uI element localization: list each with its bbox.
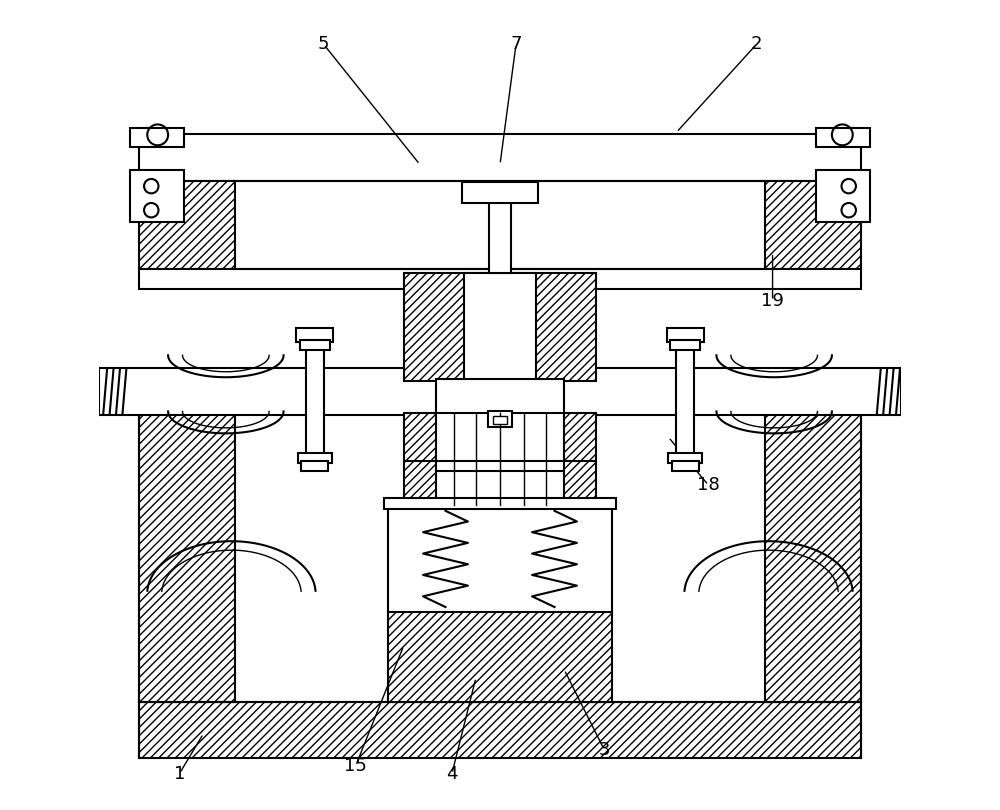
Bar xyxy=(298,453,332,463)
Bar xyxy=(139,701,861,757)
Bar xyxy=(816,128,870,147)
Bar xyxy=(489,201,511,273)
Bar xyxy=(139,381,235,701)
Bar xyxy=(130,128,184,147)
Bar xyxy=(404,273,596,381)
Bar xyxy=(139,381,861,405)
Bar xyxy=(668,453,702,463)
Bar xyxy=(384,498,616,509)
Bar xyxy=(301,461,328,471)
Bar xyxy=(672,461,699,471)
Text: 15: 15 xyxy=(344,757,367,774)
Bar xyxy=(488,411,512,428)
Bar xyxy=(388,612,612,701)
Text: 18: 18 xyxy=(697,476,720,494)
Bar xyxy=(462,182,538,203)
Bar xyxy=(296,328,333,343)
Bar xyxy=(667,328,704,343)
Bar xyxy=(493,416,507,424)
Text: 2: 2 xyxy=(751,36,762,53)
Bar xyxy=(670,340,700,351)
Bar xyxy=(130,170,184,222)
Text: 4: 4 xyxy=(446,765,458,782)
Text: 5: 5 xyxy=(318,36,329,53)
Bar xyxy=(139,134,861,181)
Bar xyxy=(139,269,861,288)
Bar xyxy=(464,273,536,381)
Bar xyxy=(765,381,861,701)
Bar xyxy=(816,170,870,222)
Bar xyxy=(436,379,564,415)
Bar xyxy=(300,340,330,351)
Bar xyxy=(306,341,324,457)
Bar xyxy=(404,413,596,505)
Bar xyxy=(676,341,694,457)
Text: 7: 7 xyxy=(510,36,522,53)
Bar xyxy=(235,381,765,701)
Bar xyxy=(388,504,612,613)
Bar xyxy=(99,368,901,415)
Text: 19: 19 xyxy=(761,292,784,309)
Text: 1: 1 xyxy=(174,765,185,782)
Bar xyxy=(765,181,861,269)
Bar xyxy=(139,181,235,269)
Text: 3: 3 xyxy=(598,740,610,759)
Bar xyxy=(436,413,564,505)
